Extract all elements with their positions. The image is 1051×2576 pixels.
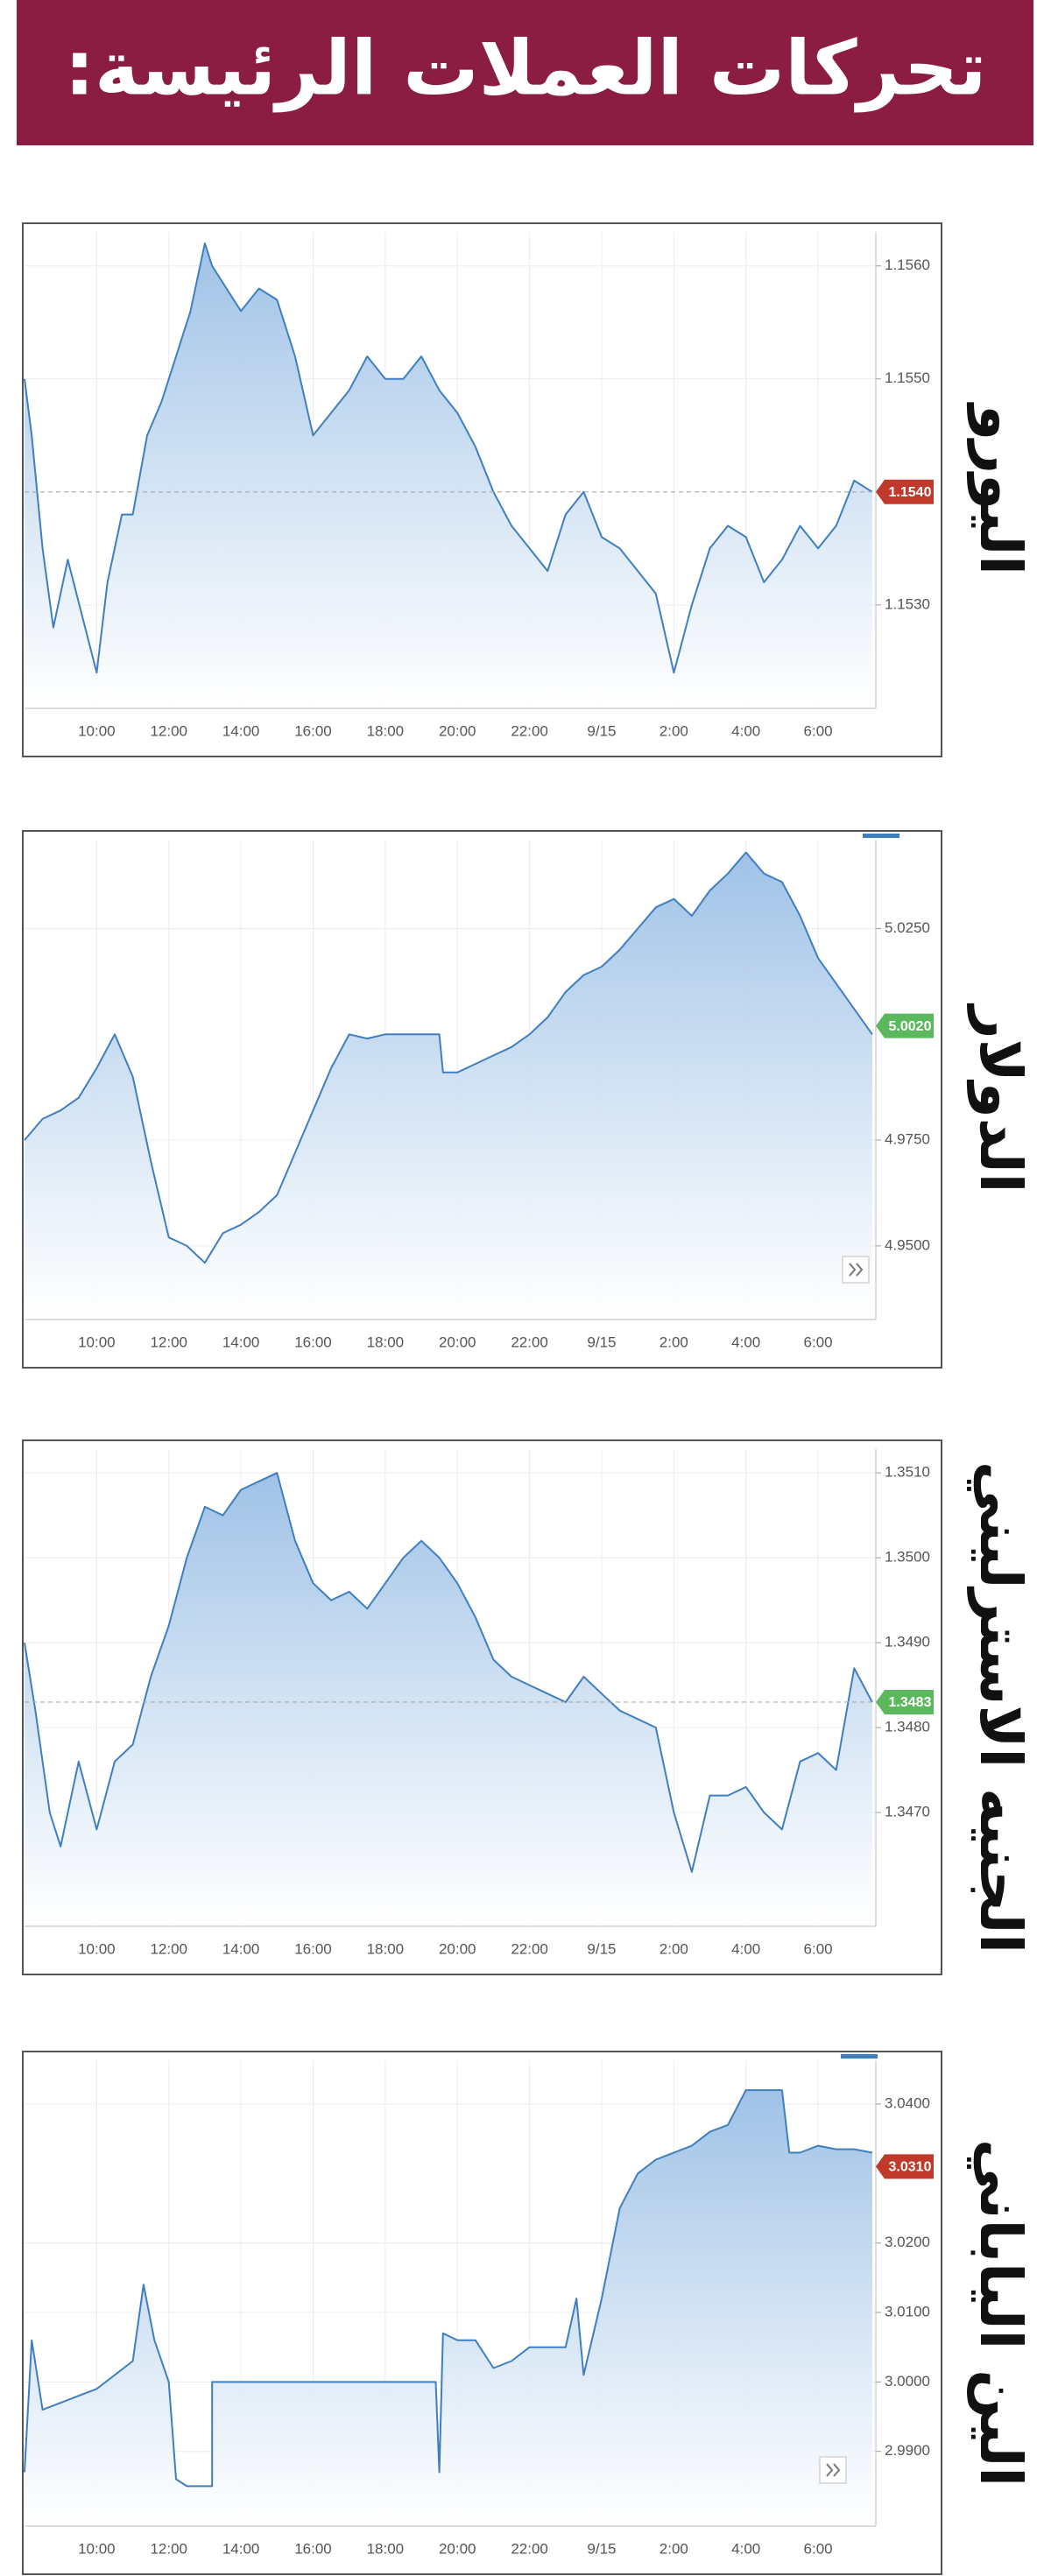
- x-tick-label: 16:00: [294, 1940, 332, 1957]
- x-tick-label: 20:00: [439, 1940, 476, 1957]
- x-tick-label: 10:00: [78, 1334, 116, 1350]
- y-tick-label: 5.0250: [885, 919, 930, 936]
- x-tick-label: 4:00: [731, 1940, 760, 1957]
- y-tick-label: 1.1550: [885, 370, 930, 386]
- last-value-tag: [876, 2154, 934, 2179]
- x-tick-label: 22:00: [511, 722, 548, 739]
- y-tick-label: 1.3480: [885, 1719, 930, 1735]
- x-tick-label: 10:00: [78, 722, 116, 739]
- x-tick-label: 2:00: [660, 1334, 688, 1350]
- x-tick-label: 12:00: [150, 2540, 187, 2557]
- x-tick-label: 10:00: [78, 1940, 116, 1957]
- x-tick-label: 20:00: [439, 722, 476, 739]
- y-tick-label: 3.0200: [885, 2234, 930, 2250]
- line: [24, 1472, 873, 1873]
- x-tick-label: 22:00: [511, 2540, 548, 2557]
- last-value-label: 3.0310: [889, 2160, 932, 2175]
- y-tick-label: 1.3470: [885, 1803, 930, 1819]
- x-tick-label: 20:00: [439, 2540, 476, 2557]
- x-tick-label: 4:00: [731, 722, 760, 739]
- last-value-tag: [876, 1013, 934, 1038]
- header-title: تحركات العملات الرئيسة:: [65, 25, 987, 112]
- x-tick-label: 9/15: [587, 1940, 616, 1957]
- y-tick-label: 1.3490: [885, 1634, 930, 1650]
- x-tick-label: 16:00: [294, 1334, 332, 1350]
- x-tick-label: 12:00: [150, 722, 187, 739]
- area: [25, 852, 872, 1318]
- tab-indicator: [863, 834, 899, 838]
- y-tick-label: 3.0400: [885, 2094, 930, 2111]
- chart: 10:00 12:00 14:00 16:00 18:00 20:00 22:00 9/15 2…: [22, 830, 1034, 1369]
- y-tick-label: 4.9750: [885, 1131, 930, 1148]
- chart: 10:00 12:00 14:00 16:00 18:00 20:00 22:00 9/15 2…: [22, 1439, 1034, 1975]
- y-tick-label: 1.3500: [885, 1549, 930, 1566]
- x-tick-label: 14:00: [222, 1334, 260, 1350]
- area: [25, 243, 872, 707]
- nav-button[interactable]: [842, 1256, 870, 1284]
- y-tick-label: 2.9900: [885, 2442, 930, 2459]
- x-tick-label: 2:00: [660, 722, 688, 739]
- y-tick-label: 1.1530: [885, 595, 930, 612]
- line: [24, 851, 873, 1264]
- x-tick-label: 4:00: [731, 2540, 760, 2557]
- header-band: [17, 0, 1033, 145]
- x-tick-label: 18:00: [367, 1334, 405, 1350]
- last-value-tag: [876, 1689, 934, 1714]
- y-tick-label: 4.9500: [885, 1236, 930, 1253]
- x-tick-label: 6:00: [804, 1940, 833, 1957]
- x-tick-label: 14:00: [222, 1940, 260, 1957]
- x-tick-label: 18:00: [367, 722, 405, 739]
- x-tick-label: 18:00: [367, 1940, 405, 1957]
- x-tick-label: 22:00: [511, 1334, 548, 1350]
- chart-title: الين الياباني: [967, 2139, 1034, 2487]
- area: [25, 1473, 872, 1925]
- x-tick-label: 16:00: [294, 722, 332, 739]
- nav-button[interactable]: [819, 2456, 847, 2484]
- x-tick-label: 16:00: [294, 2540, 332, 2557]
- y-tick-label: 3.0000: [885, 2373, 930, 2389]
- y-tick-label: 1.1560: [885, 257, 930, 273]
- last-value-tag: [876, 479, 934, 504]
- x-tick-label: 6:00: [804, 722, 833, 739]
- last-value-label: 1.1540: [889, 485, 932, 500]
- last-value-label: 5.0020: [889, 1019, 932, 1034]
- x-tick-label: 2:00: [660, 2540, 688, 2557]
- x-tick-label: 9/15: [587, 2540, 616, 2557]
- area: [25, 2090, 872, 2524]
- chart-title: اليورو: [966, 402, 1034, 575]
- x-tick-label: 14:00: [222, 722, 260, 739]
- x-tick-label: 20:00: [439, 1334, 476, 1350]
- x-tick-label: 12:00: [150, 1334, 187, 1350]
- last-value-label: 1.3483: [889, 1695, 932, 1710]
- x-tick-label: 12:00: [150, 1940, 187, 1957]
- x-tick-label: 9/15: [587, 722, 616, 739]
- y-tick-label: 1.3510: [885, 1464, 930, 1481]
- chart-title: الجنيه الاسترليني: [967, 1461, 1034, 1953]
- y-tick-label: 3.0100: [885, 2303, 930, 2319]
- x-tick-label: 14:00: [222, 2540, 260, 2557]
- chart: 10:00 12:00 14:00 16:00 18:00 20:00 22:00 9/15 2…: [22, 2051, 1034, 2575]
- tab-indicator: [841, 2054, 878, 2059]
- x-tick-label: 2:00: [660, 1940, 688, 1957]
- x-tick-label: 9/15: [587, 1334, 616, 1350]
- x-tick-label: 6:00: [804, 1334, 833, 1350]
- line: [24, 242, 873, 674]
- line: [24, 2089, 873, 2488]
- x-tick-label: 22:00: [511, 1940, 548, 1957]
- chart: 10:00 12:00 14:00 16:00 18:00 20:00 22:00 9/15 2…: [22, 222, 1034, 757]
- chart-title: الدولار: [966, 1003, 1034, 1193]
- x-tick-label: 6:00: [804, 2540, 833, 2557]
- x-tick-label: 18:00: [367, 2540, 405, 2557]
- x-tick-label: 10:00: [78, 2540, 116, 2557]
- x-tick-label: 4:00: [731, 1334, 760, 1350]
